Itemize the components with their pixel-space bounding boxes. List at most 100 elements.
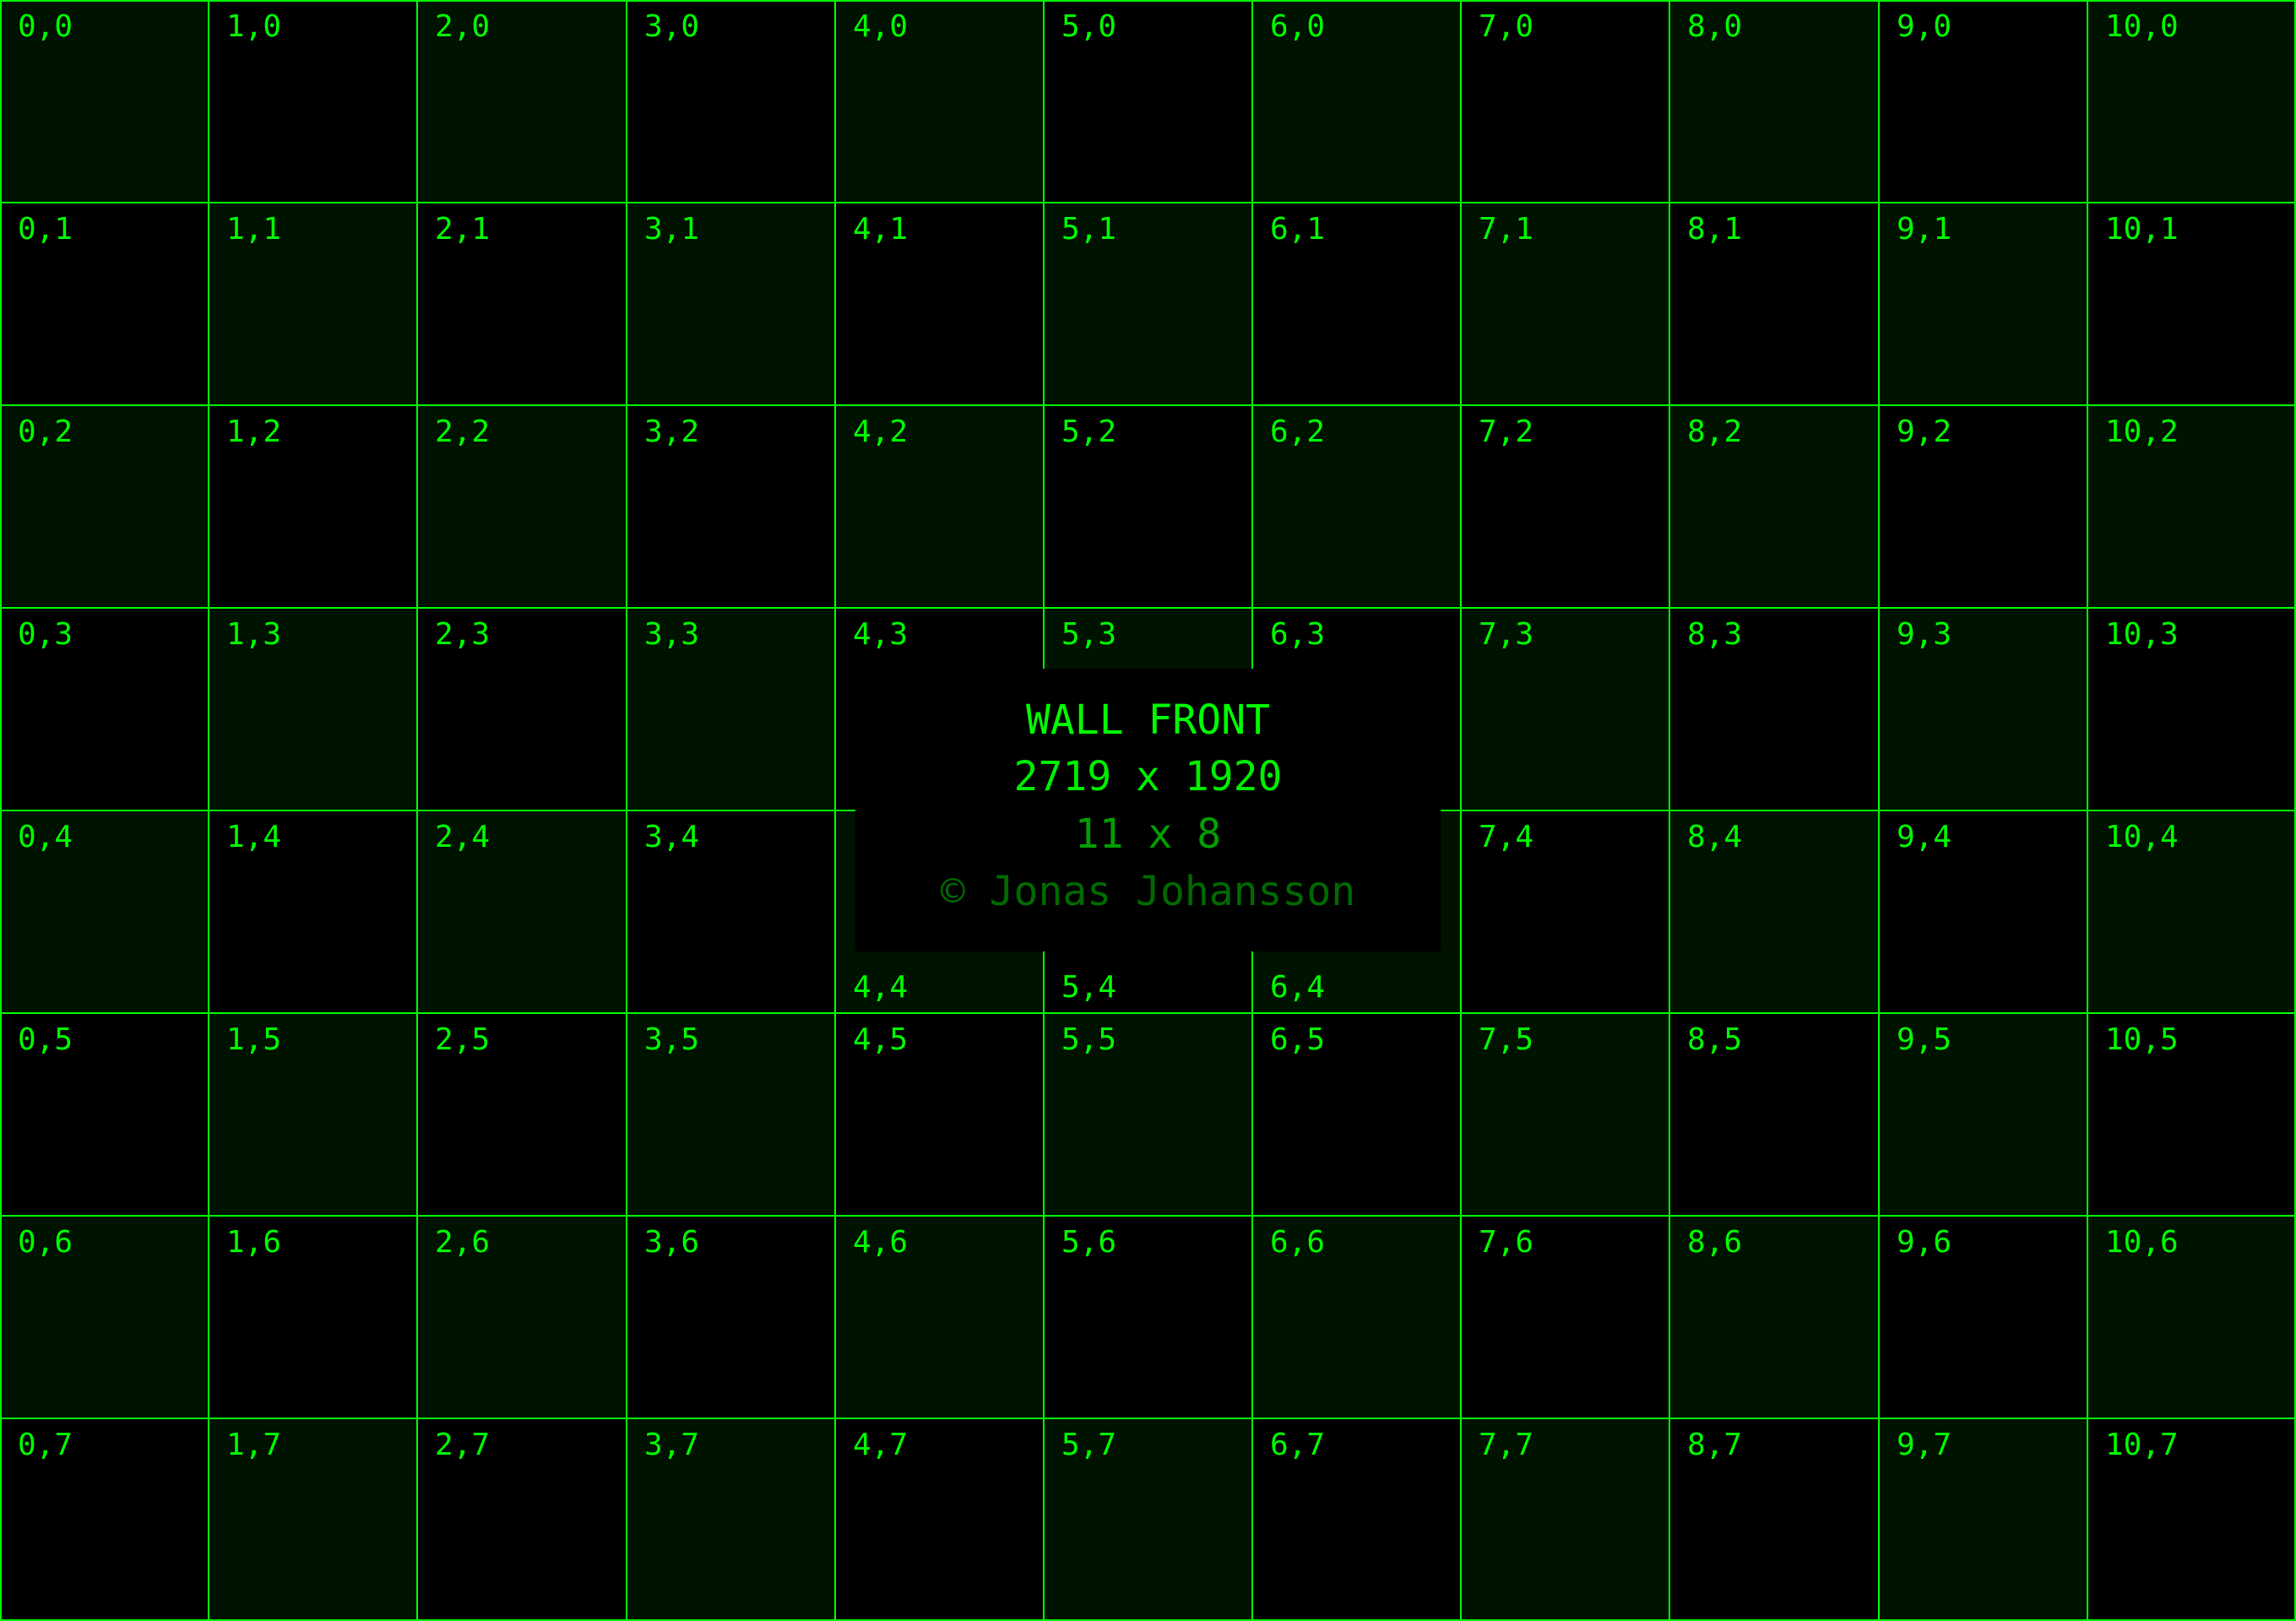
cell-label: 2,3 [435,617,491,652]
grid-cell: 9,1 [1879,203,2087,405]
cell-label: 3,5 [644,1022,700,1057]
cell-label: 8,5 [1687,1022,1743,1057]
cell-label: 7,1 [1479,212,1534,247]
cell-label: 1,5 [226,1022,282,1057]
cell-label: 6,0 [1270,9,1326,44]
grid-cell: 10,6 [2087,1216,2296,1418]
cell-label: 3,0 [644,9,700,44]
cell-label: 10,7 [2105,1428,2179,1462]
cell-label: 9,5 [1897,1022,1952,1057]
grid-cell: 7,2 [1461,405,1669,608]
grid-cell: 3,2 [627,405,835,608]
grid-cell: 0,7 [0,1418,209,1621]
grid-cell: 10,2 [2087,405,2296,608]
grid-cell: 1,3 [209,608,417,810]
grid-cell: 8,1 [1669,203,1879,405]
grid-cell: 8,6 [1669,1216,1879,1418]
cell-label: 5,2 [1061,415,1117,449]
cell-label: 9,7 [1897,1428,1952,1462]
grid-cell: 2,3 [417,608,627,810]
cell-label: 9,3 [1897,617,1952,652]
cell-label: 3,2 [644,415,700,449]
cell-label: 5,4 [1061,970,1117,1005]
cell-label: 7,3 [1479,617,1534,652]
cell-label: 2,6 [435,1225,491,1260]
cell-label: 1,4 [226,820,282,854]
resolution-text: 2719 x 1920 [1013,753,1283,800]
grid-cell: 9,3 [1879,608,2087,810]
cell-label: 8,0 [1687,9,1743,44]
cell-label: 2,2 [435,415,491,449]
cell-label: 5,7 [1061,1428,1117,1462]
grid-cell: 4,6 [835,1216,1044,1418]
grid-cell: 6,6 [1252,1216,1461,1418]
grid-cell: 2,1 [417,203,627,405]
grid-cell: 2,0 [417,0,627,203]
cell-label: 0,3 [18,617,73,652]
cell-label: 3,3 [644,617,700,652]
cell-label: 4,4 [853,970,909,1005]
cell-label: 2,1 [435,212,491,247]
info-panel: WALL FRONT 2719 x 1920 11 x 8 © Jonas Jo… [855,669,1441,951]
grid-cell: 1,4 [209,810,417,1013]
cell-label: 5,3 [1061,617,1117,652]
grid-cell: 1,5 [209,1013,417,1216]
grid-cell: 7,3 [1461,608,1669,810]
cell-label: 6,5 [1270,1022,1326,1057]
cell-label: 4,5 [853,1022,909,1057]
cell-label: 2,0 [435,9,491,44]
grid-cell: 1,6 [209,1216,417,1418]
cell-label: 9,6 [1897,1225,1952,1260]
cell-label: 10,2 [2105,415,2179,449]
cell-label: 8,7 [1687,1428,1743,1462]
grid-cell: 3,3 [627,608,835,810]
grid-cell: 9,6 [1879,1216,2087,1418]
cell-label: 1,3 [226,617,282,652]
cell-label: 3,7 [644,1428,700,1462]
grid-cell: 10,1 [2087,203,2296,405]
cell-label: 3,1 [644,212,700,247]
cell-label: 5,1 [1061,212,1117,247]
cell-label: 9,2 [1897,415,1952,449]
grid-cell: 3,1 [627,203,835,405]
grid-cell: 0,6 [0,1216,209,1418]
grid-cell: 2,6 [417,1216,627,1418]
grid-cell: 0,5 [0,1013,209,1216]
cell-label: 10,0 [2105,9,2179,44]
grid-cell: 0,3 [0,608,209,810]
cell-label: 1,0 [226,9,282,44]
grid-cell: 2,4 [417,810,627,1013]
cell-label: 2,4 [435,820,491,854]
cell-label: 3,6 [644,1225,700,1260]
cell-label: 10,5 [2105,1022,2179,1057]
grid-cell: 0,4 [0,810,209,1013]
cell-label: 6,6 [1270,1225,1326,1260]
grid-cell: 6,7 [1252,1418,1461,1621]
grid-cell: 8,7 [1669,1418,1879,1621]
grid-cell: 6,2 [1252,405,1461,608]
cell-label: 9,4 [1897,820,1952,854]
grid-cell: 7,0 [1461,0,1669,203]
cell-label: 7,4 [1479,820,1534,854]
cell-label: 4,7 [853,1428,909,1462]
grid-cell: 5,2 [1044,405,1252,608]
cell-label: 8,2 [1687,415,1743,449]
grid-cell: 4,2 [835,405,1044,608]
cell-label: 7,5 [1479,1022,1534,1057]
grid-cell: 9,4 [1879,810,2087,1013]
cell-label: 0,0 [18,9,73,44]
title: WALL FRONT [1026,697,1270,744]
cell-label: 7,6 [1479,1225,1534,1260]
grid-cell: 4,7 [835,1418,1044,1621]
cell-label: 2,7 [435,1428,491,1462]
grid-cell: 7,6 [1461,1216,1669,1418]
cell-label: 7,7 [1479,1428,1534,1462]
cell-label: 7,2 [1479,415,1534,449]
cell-label: 0,5 [18,1022,73,1057]
cell-label: 8,6 [1687,1225,1743,1260]
cell-label: 1,2 [226,415,282,449]
cell-label: 8,1 [1687,212,1743,247]
grid-cell: 0,0 [0,0,209,203]
cell-label: 0,1 [18,212,73,247]
